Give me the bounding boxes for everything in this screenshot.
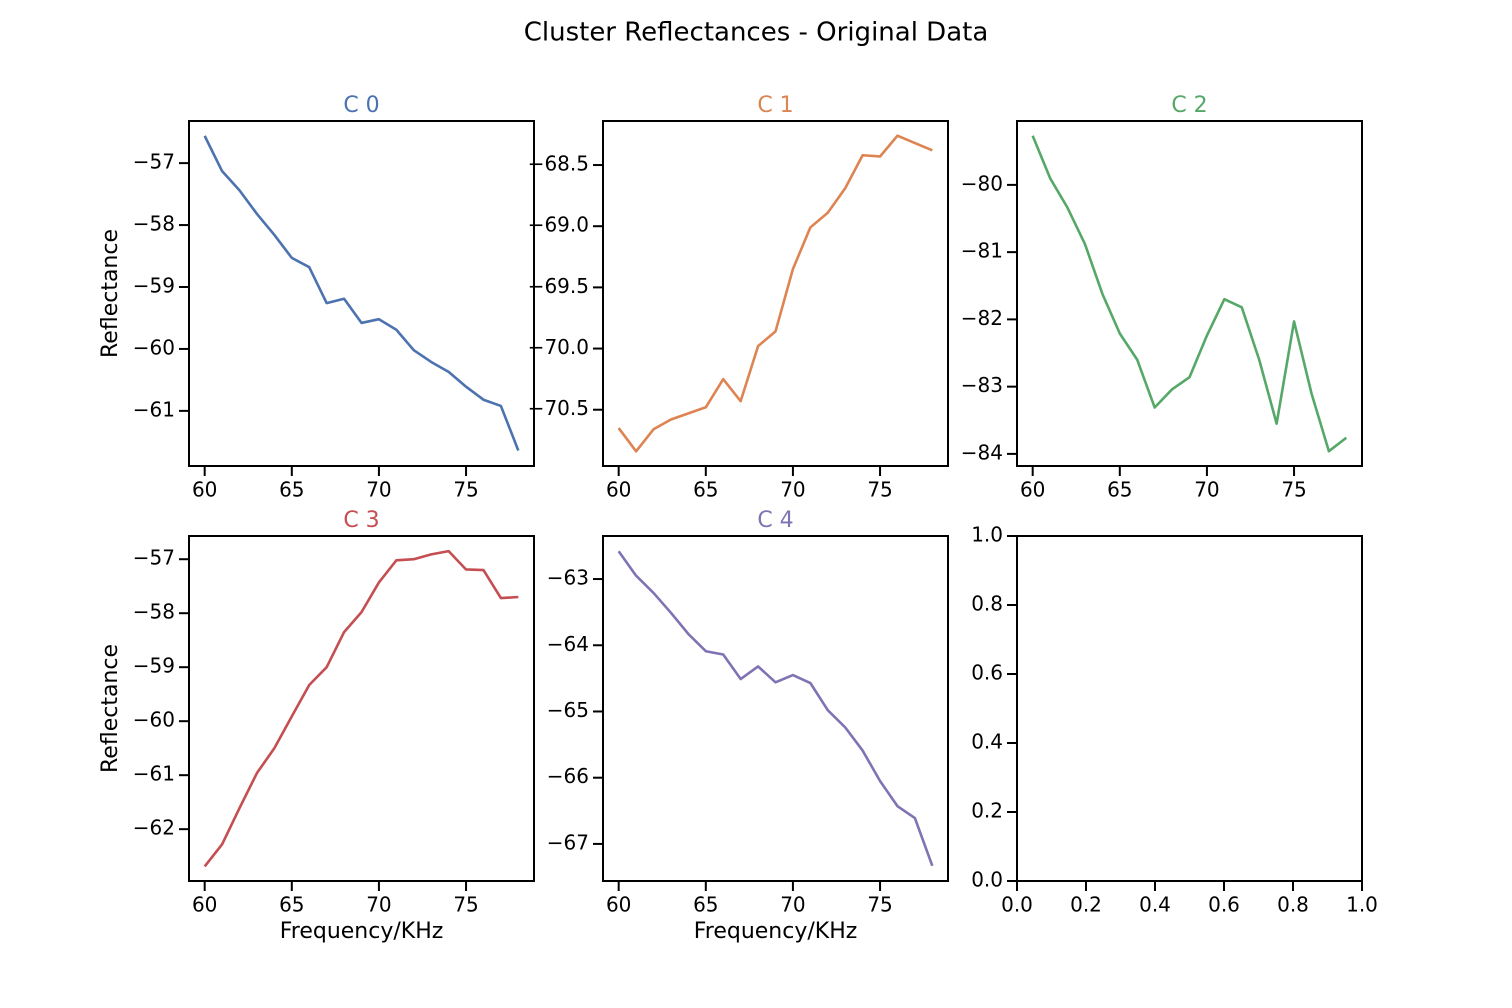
axes-frame [1016, 535, 1363, 882]
y-tick-label: −61 [133, 397, 175, 421]
y-tick-label: −57 [133, 150, 175, 174]
x-tick-label: 60 [606, 478, 631, 502]
x-tick-label: 60 [192, 893, 217, 917]
x-tick-label: 75 [453, 478, 478, 502]
subplot: 0.0 0.2 0.4 0.6 0.8 1.0 0.0 0.2 0.4 0.6 0.8 1.0 [971, 523, 1378, 917]
subplot: 60 65 70 75 −67 −66 −65 −64 −63 C 4 Frequency/KHz [547, 508, 949, 944]
y-tick-label: 0.6 [971, 661, 1003, 685]
y-tick-label: −59 [133, 654, 175, 678]
x-tick-label: 75 [453, 893, 478, 917]
y-tick-label: −84 [961, 440, 1003, 464]
axes-frame [1016, 120, 1363, 467]
axes-frame [188, 535, 535, 882]
line [617, 550, 934, 867]
x-tick-label: 70 [780, 478, 805, 502]
x-tick-label: 65 [1107, 478, 1132, 502]
y-tick-label: −60 [133, 708, 175, 732]
y-tick-label: −70.0 [528, 335, 589, 359]
subplot: 60 65 70 75 −62 −61 −60 −59 −58 −57 C 3 Frequency/K… [98, 508, 535, 944]
y-tick-label: −66 [547, 764, 589, 788]
x-tick-label: 60 [1020, 478, 1045, 502]
x-axis-label: Frequency/KHz [694, 919, 858, 944]
line [203, 549, 519, 868]
y-tick-label: 1.0 [971, 523, 1003, 547]
subplot-title: C 0 [343, 93, 379, 118]
x-tick-label: 70 [366, 893, 391, 917]
x-tick-label: 60 [192, 478, 217, 502]
y-tick-label: −58 [133, 600, 175, 624]
axes-frame [602, 120, 949, 467]
x-tick-label: 65 [693, 893, 718, 917]
x-tick-label: 0.4 [1139, 893, 1171, 917]
y-tick-label: −64 [547, 632, 589, 656]
y-tick-label: −59 [133, 273, 175, 297]
y-tick-label: −80 [961, 171, 1003, 195]
axes-frame [602, 535, 949, 882]
figure-title: Cluster Reflectances - Original Data [524, 18, 989, 48]
x-tick-label: 65 [693, 478, 718, 502]
y-tick-label: 0.0 [971, 868, 1003, 892]
subplot: 60 65 70 75 −70.5 −70.0 −69.5 −69.0 −68.5 C 1 [528, 93, 949, 502]
y-tick-label: −81 [961, 239, 1003, 263]
x-axis-label: Frequency/KHz [280, 919, 444, 944]
x-tick-label: 0.2 [1070, 893, 1102, 917]
x-tick-label: 60 [606, 893, 631, 917]
y-tick-label: −61 [133, 762, 175, 786]
y-tick-label: −63 [547, 566, 589, 590]
y-tick-label: −82 [961, 306, 1003, 330]
subplot-title: C 1 [757, 93, 793, 118]
x-tick-label: 75 [1281, 478, 1306, 502]
line [1031, 135, 1348, 453]
y-tick-label: 0.8 [971, 592, 1003, 616]
x-tick-label: 0.6 [1208, 893, 1240, 917]
y-tick-label: −60 [133, 335, 175, 359]
y-tick-label: −69.0 [528, 213, 589, 237]
y-tick-label: 0.4 [971, 730, 1003, 754]
x-tick-label: 1.0 [1346, 893, 1378, 917]
x-tick-label: 65 [279, 478, 304, 502]
x-tick-label: 70 [1194, 478, 1219, 502]
y-tick-label: −67 [547, 830, 589, 854]
x-tick-label: 75 [867, 478, 892, 502]
y-tick-label: −65 [547, 698, 589, 722]
subplot-title: C 4 [757, 508, 793, 533]
line [203, 135, 520, 451]
subplot: 60 65 70 75 −84 −83 −82 −81 −80 C 2 [961, 93, 1363, 502]
x-tick-label: 65 [279, 893, 304, 917]
y-tick-label: −70.5 [528, 396, 589, 420]
y-tick-label: 0.2 [971, 799, 1003, 823]
y-tick-label: −62 [133, 816, 175, 840]
y-axis-label: Reflectance [98, 644, 123, 773]
x-tick-label: 0.0 [1001, 893, 1033, 917]
subplot-title: C 2 [1171, 93, 1207, 118]
y-tick-label: −68.5 [528, 152, 589, 176]
y-tick-label: −69.5 [528, 274, 589, 298]
x-tick-label: 70 [780, 893, 805, 917]
y-tick-label: −57 [133, 546, 175, 570]
line [617, 134, 933, 453]
x-tick-label: 70 [366, 478, 391, 502]
y-axis-label: Reflectance [98, 229, 123, 358]
y-tick-label: −83 [961, 373, 1003, 397]
subplot: 60 65 70 75 −61 −60 −59 −58 −57 C 0 Reflectance [98, 93, 535, 502]
x-tick-label: 0.8 [1277, 893, 1309, 917]
x-tick-label: 75 [867, 893, 892, 917]
subplot-title: C 3 [343, 508, 379, 533]
axes-frame [188, 120, 535, 467]
y-tick-label: −58 [133, 212, 175, 236]
